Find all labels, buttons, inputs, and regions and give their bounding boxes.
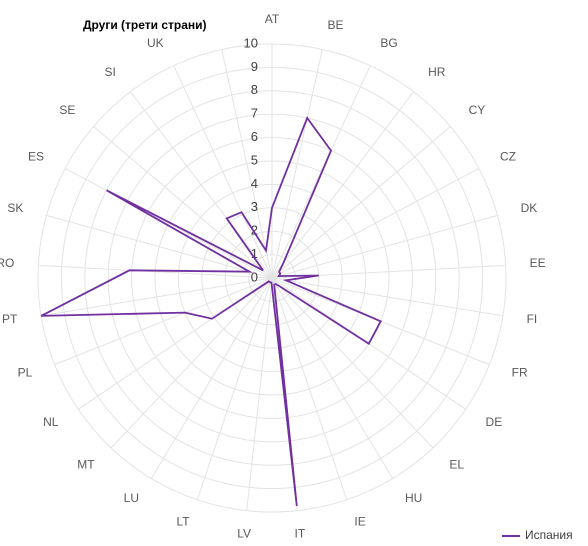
category-label: LT [176, 515, 190, 529]
spoke [271, 277, 394, 479]
spoke [271, 167, 479, 279]
spoke [271, 126, 451, 279]
category-label: LV [237, 527, 251, 541]
spoke [129, 91, 273, 279]
category-label: NL [43, 415, 59, 429]
category-label: DK [521, 201, 538, 215]
spoke [271, 277, 348, 500]
r-tick-label: 3 [251, 199, 258, 214]
category-label: PL [18, 366, 33, 380]
series-line [40, 116, 382, 507]
r-tick-label: 9 [251, 59, 258, 74]
spoke [271, 49, 323, 279]
category-label: IT [295, 527, 306, 541]
category-label: FI [527, 312, 538, 326]
spoke [271, 91, 415, 279]
category-label: MT [77, 457, 95, 471]
category-label: DE [486, 415, 503, 429]
r-tick-label: 2 [251, 223, 258, 238]
spoke [271, 214, 498, 279]
category-label: IE [354, 515, 365, 529]
category-label: HR [428, 65, 446, 79]
spoke [173, 65, 273, 279]
spoke [221, 49, 273, 279]
spoke [54, 277, 273, 366]
category-label: ES [28, 149, 44, 163]
category-label: BE [327, 18, 343, 32]
category-label: BG [380, 36, 397, 50]
spoke [271, 277, 503, 317]
spoke [41, 277, 273, 317]
r-tick-label: 10 [244, 35, 258, 50]
category-label: UK [147, 36, 164, 50]
category-label: FR [512, 366, 528, 380]
spoke [246, 277, 273, 511]
r-tick-label: 8 [251, 82, 258, 97]
spoke [271, 277, 434, 449]
spoke [65, 167, 273, 279]
category-label: CY [469, 103, 486, 117]
r-tick-label: 6 [251, 129, 258, 144]
r-tick-label: 5 [251, 152, 258, 167]
category-label: Други (трети страни) [83, 18, 207, 32]
spoke [196, 277, 273, 500]
spoke [38, 264, 273, 279]
r-tick-label: 7 [251, 106, 258, 121]
spoke [150, 277, 273, 479]
category-label: SE [59, 103, 75, 117]
spoke [93, 126, 273, 279]
category-label: CZ [500, 149, 516, 163]
category-label: EL [449, 457, 464, 471]
category-label: RO [0, 256, 14, 270]
spoke [110, 277, 273, 449]
category-label: LU [124, 491, 139, 505]
spoke [46, 214, 273, 279]
legend-label: Испания [525, 528, 573, 542]
r-tick-label: 1 [251, 246, 258, 261]
category-label: SI [105, 65, 116, 79]
category-label: EE [530, 256, 546, 270]
category-label: AT [265, 12, 280, 26]
r-tick-label: 0 [251, 269, 258, 284]
category-label: SK [7, 201, 23, 215]
r-tick-label: 4 [251, 176, 258, 191]
category-label: HU [405, 491, 422, 505]
category-label: PT [2, 312, 18, 326]
